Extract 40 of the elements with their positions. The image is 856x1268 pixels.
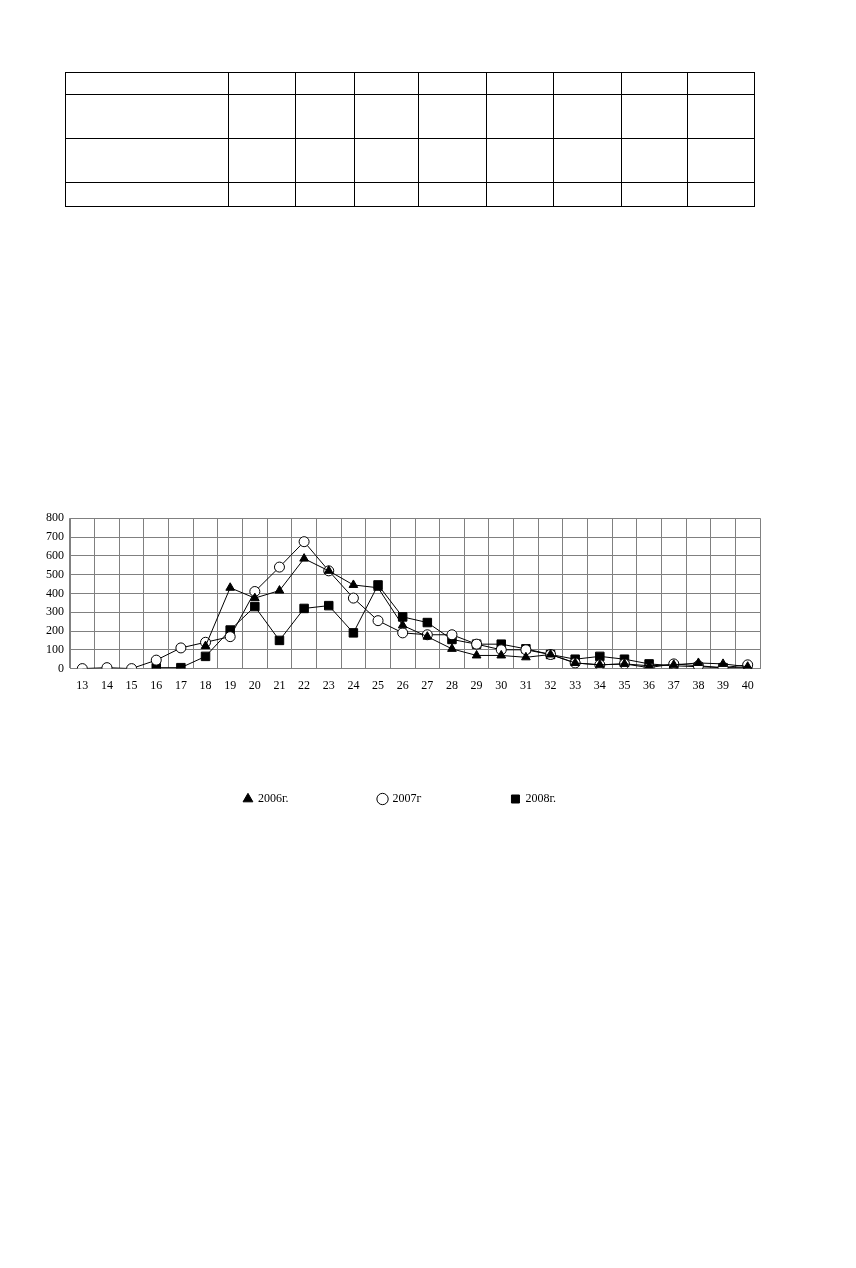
legend-label: 2008г. [525, 791, 557, 806]
x-tick-label: 19 [224, 677, 237, 692]
x-tick-label: 25 [372, 677, 385, 692]
y-tick-label: 600 [46, 547, 64, 562]
y-tick-label: 800 [46, 510, 64, 525]
y-tick-label: 100 [46, 641, 64, 656]
x-tick-label: 26 [396, 677, 409, 692]
x-tick-label: 13 [76, 677, 89, 692]
x-tick-label: 31 [519, 677, 532, 692]
x-tick-label: 16 [150, 677, 163, 692]
x-tick-label: 18 [199, 677, 212, 692]
x-tick-label: 15 [125, 677, 138, 692]
x-tick-label: 14 [100, 677, 113, 692]
x-tick-label: 39 [717, 677, 730, 692]
y-tick-label: 500 [46, 566, 64, 581]
legend-label: 2006г. [257, 791, 289, 806]
x-tick-label: 27 [421, 677, 434, 692]
legend-label: 2007г [392, 791, 422, 806]
y-tick-label: 700 [46, 529, 64, 544]
x-tick-label: 22 [298, 677, 311, 692]
x-tick-label: 30 [495, 677, 508, 692]
y-tick-label: 0 [58, 660, 64, 675]
x-tick-label: 36 [643, 677, 656, 692]
x-tick-label: 17 [174, 677, 187, 692]
y-tick-label: 200 [46, 623, 64, 638]
x-tick-label: 21 [273, 677, 286, 692]
x-tick-label: 20 [248, 677, 261, 692]
x-tick-label: 35 [618, 677, 631, 692]
x-tick-label: 29 [470, 677, 483, 692]
x-tick-label: 28 [445, 677, 458, 692]
x-tick-label: 38 [692, 677, 705, 692]
y-tick-label: 300 [46, 604, 64, 619]
x-tick-label: 24 [347, 677, 360, 692]
y-tick-label: 400 [46, 585, 64, 600]
x-tick-label: 40 [741, 677, 754, 692]
x-tick-label: 37 [667, 677, 680, 692]
x-tick-label: 34 [593, 677, 606, 692]
x-tick-label: 23 [322, 677, 335, 692]
x-tick-label: 32 [544, 677, 557, 692]
x-tick-label: 33 [569, 677, 582, 692]
